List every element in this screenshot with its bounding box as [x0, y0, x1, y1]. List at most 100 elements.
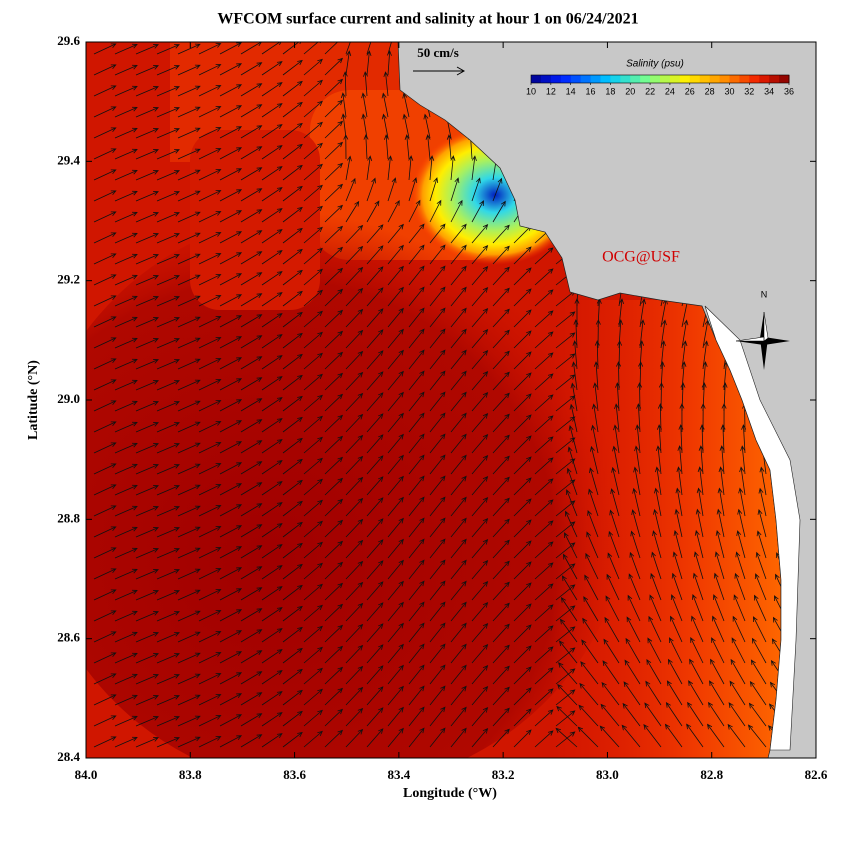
current-arrow — [383, 71, 389, 97]
current-arrow — [343, 134, 349, 160]
current-arrow — [492, 413, 510, 433]
current-arrow — [614, 403, 620, 433]
current-arrow — [534, 499, 554, 517]
current-arrow — [387, 349, 404, 370]
current-arrow — [282, 143, 303, 160]
current-arrow — [282, 59, 303, 76]
current-arrow — [135, 107, 159, 118]
current-arrow — [345, 329, 364, 349]
current-arrow — [513, 393, 532, 412]
current-arrow — [345, 434, 364, 454]
current-arrow — [303, 205, 323, 223]
current-arrow — [513, 477, 532, 496]
current-arrow — [219, 168, 243, 181]
current-arrow — [387, 643, 404, 664]
current-arrow — [303, 688, 323, 706]
current-arrow — [303, 184, 323, 202]
current-arrow — [261, 628, 283, 643]
current-arrow — [345, 200, 360, 223]
current-arrow — [177, 43, 201, 55]
current-arrow — [219, 441, 243, 454]
current-arrow — [303, 58, 323, 76]
current-arrow — [717, 487, 725, 517]
current-arrow — [654, 487, 662, 517]
current-arrow — [219, 189, 243, 202]
current-arrow — [581, 639, 599, 664]
colorbar-tick-label: 10 — [526, 86, 536, 96]
current-arrow — [219, 462, 243, 475]
current-arrow — [692, 594, 704, 622]
current-arrow — [93, 526, 117, 538]
current-arrow — [219, 315, 243, 328]
current-arrow — [177, 85, 201, 97]
current-arrow — [592, 382, 599, 412]
current-arrow — [282, 584, 303, 601]
current-arrow — [586, 531, 599, 559]
current-arrow — [646, 659, 662, 685]
current-arrow — [177, 442, 201, 454]
current-arrow — [345, 476, 364, 496]
current-arrow — [303, 499, 323, 517]
current-arrow — [408, 685, 425, 706]
x-tick-label: 83.8 — [179, 767, 202, 782]
current-arrow — [345, 371, 364, 391]
current-arrow — [303, 625, 323, 643]
current-arrow — [570, 382, 578, 412]
current-arrow — [303, 163, 323, 181]
current-arrow — [240, 608, 263, 622]
current-arrow — [387, 706, 404, 727]
current-arrow — [471, 497, 489, 517]
current-arrow — [579, 682, 599, 706]
current-arrow — [219, 84, 243, 97]
current-arrow — [718, 466, 725, 496]
current-arrow — [648, 615, 662, 643]
current-arrow — [599, 725, 620, 748]
current-arrow — [303, 121, 323, 139]
current-arrow — [198, 631, 222, 643]
current-arrow — [450, 155, 456, 181]
current-arrow — [282, 479, 303, 496]
current-arrow — [567, 446, 578, 475]
current-arrow — [324, 603, 344, 622]
current-arrow — [492, 455, 510, 475]
current-arrow — [93, 274, 117, 286]
colorbar-cell — [550, 75, 562, 83]
colorbar-cell — [580, 75, 592, 83]
current-arrow — [559, 618, 578, 643]
compass-label: N — [761, 289, 768, 299]
current-arrow — [345, 413, 364, 433]
x-tick-label: 83.2 — [492, 767, 515, 782]
current-arrow — [177, 106, 201, 118]
current-arrow — [678, 424, 684, 454]
current-arrow — [605, 595, 620, 622]
current-arrow — [324, 246, 344, 265]
current-arrow — [564, 532, 578, 559]
current-arrow — [177, 547, 201, 559]
current-arrow — [345, 539, 364, 559]
current-arrow — [345, 665, 364, 685]
colorbar-cell — [759, 75, 770, 83]
current-arrow — [177, 652, 201, 664]
current-arrow — [198, 547, 222, 559]
current-arrow — [282, 563, 303, 580]
current-arrow — [565, 489, 578, 517]
current-arrow — [114, 652, 138, 664]
colorbar-tick-label: 14 — [566, 86, 576, 96]
current-arrow — [561, 575, 578, 601]
current-arrow — [361, 92, 368, 118]
current-arrow — [93, 43, 117, 55]
current-arrow — [555, 647, 576, 664]
current-arrow — [755, 551, 767, 580]
current-arrow — [177, 190, 201, 202]
current-arrow — [513, 561, 532, 580]
scale-arrow-label: 50 cm/s — [417, 45, 459, 60]
current-arrow — [471, 155, 477, 181]
current-arrow — [534, 373, 554, 391]
current-arrow — [710, 658, 725, 685]
current-arrow — [387, 177, 397, 202]
current-arrow — [240, 650, 263, 664]
current-arrow — [429, 454, 446, 475]
current-arrow — [156, 589, 180, 601]
current-arrow — [429, 622, 446, 643]
current-arrow — [219, 651, 243, 664]
